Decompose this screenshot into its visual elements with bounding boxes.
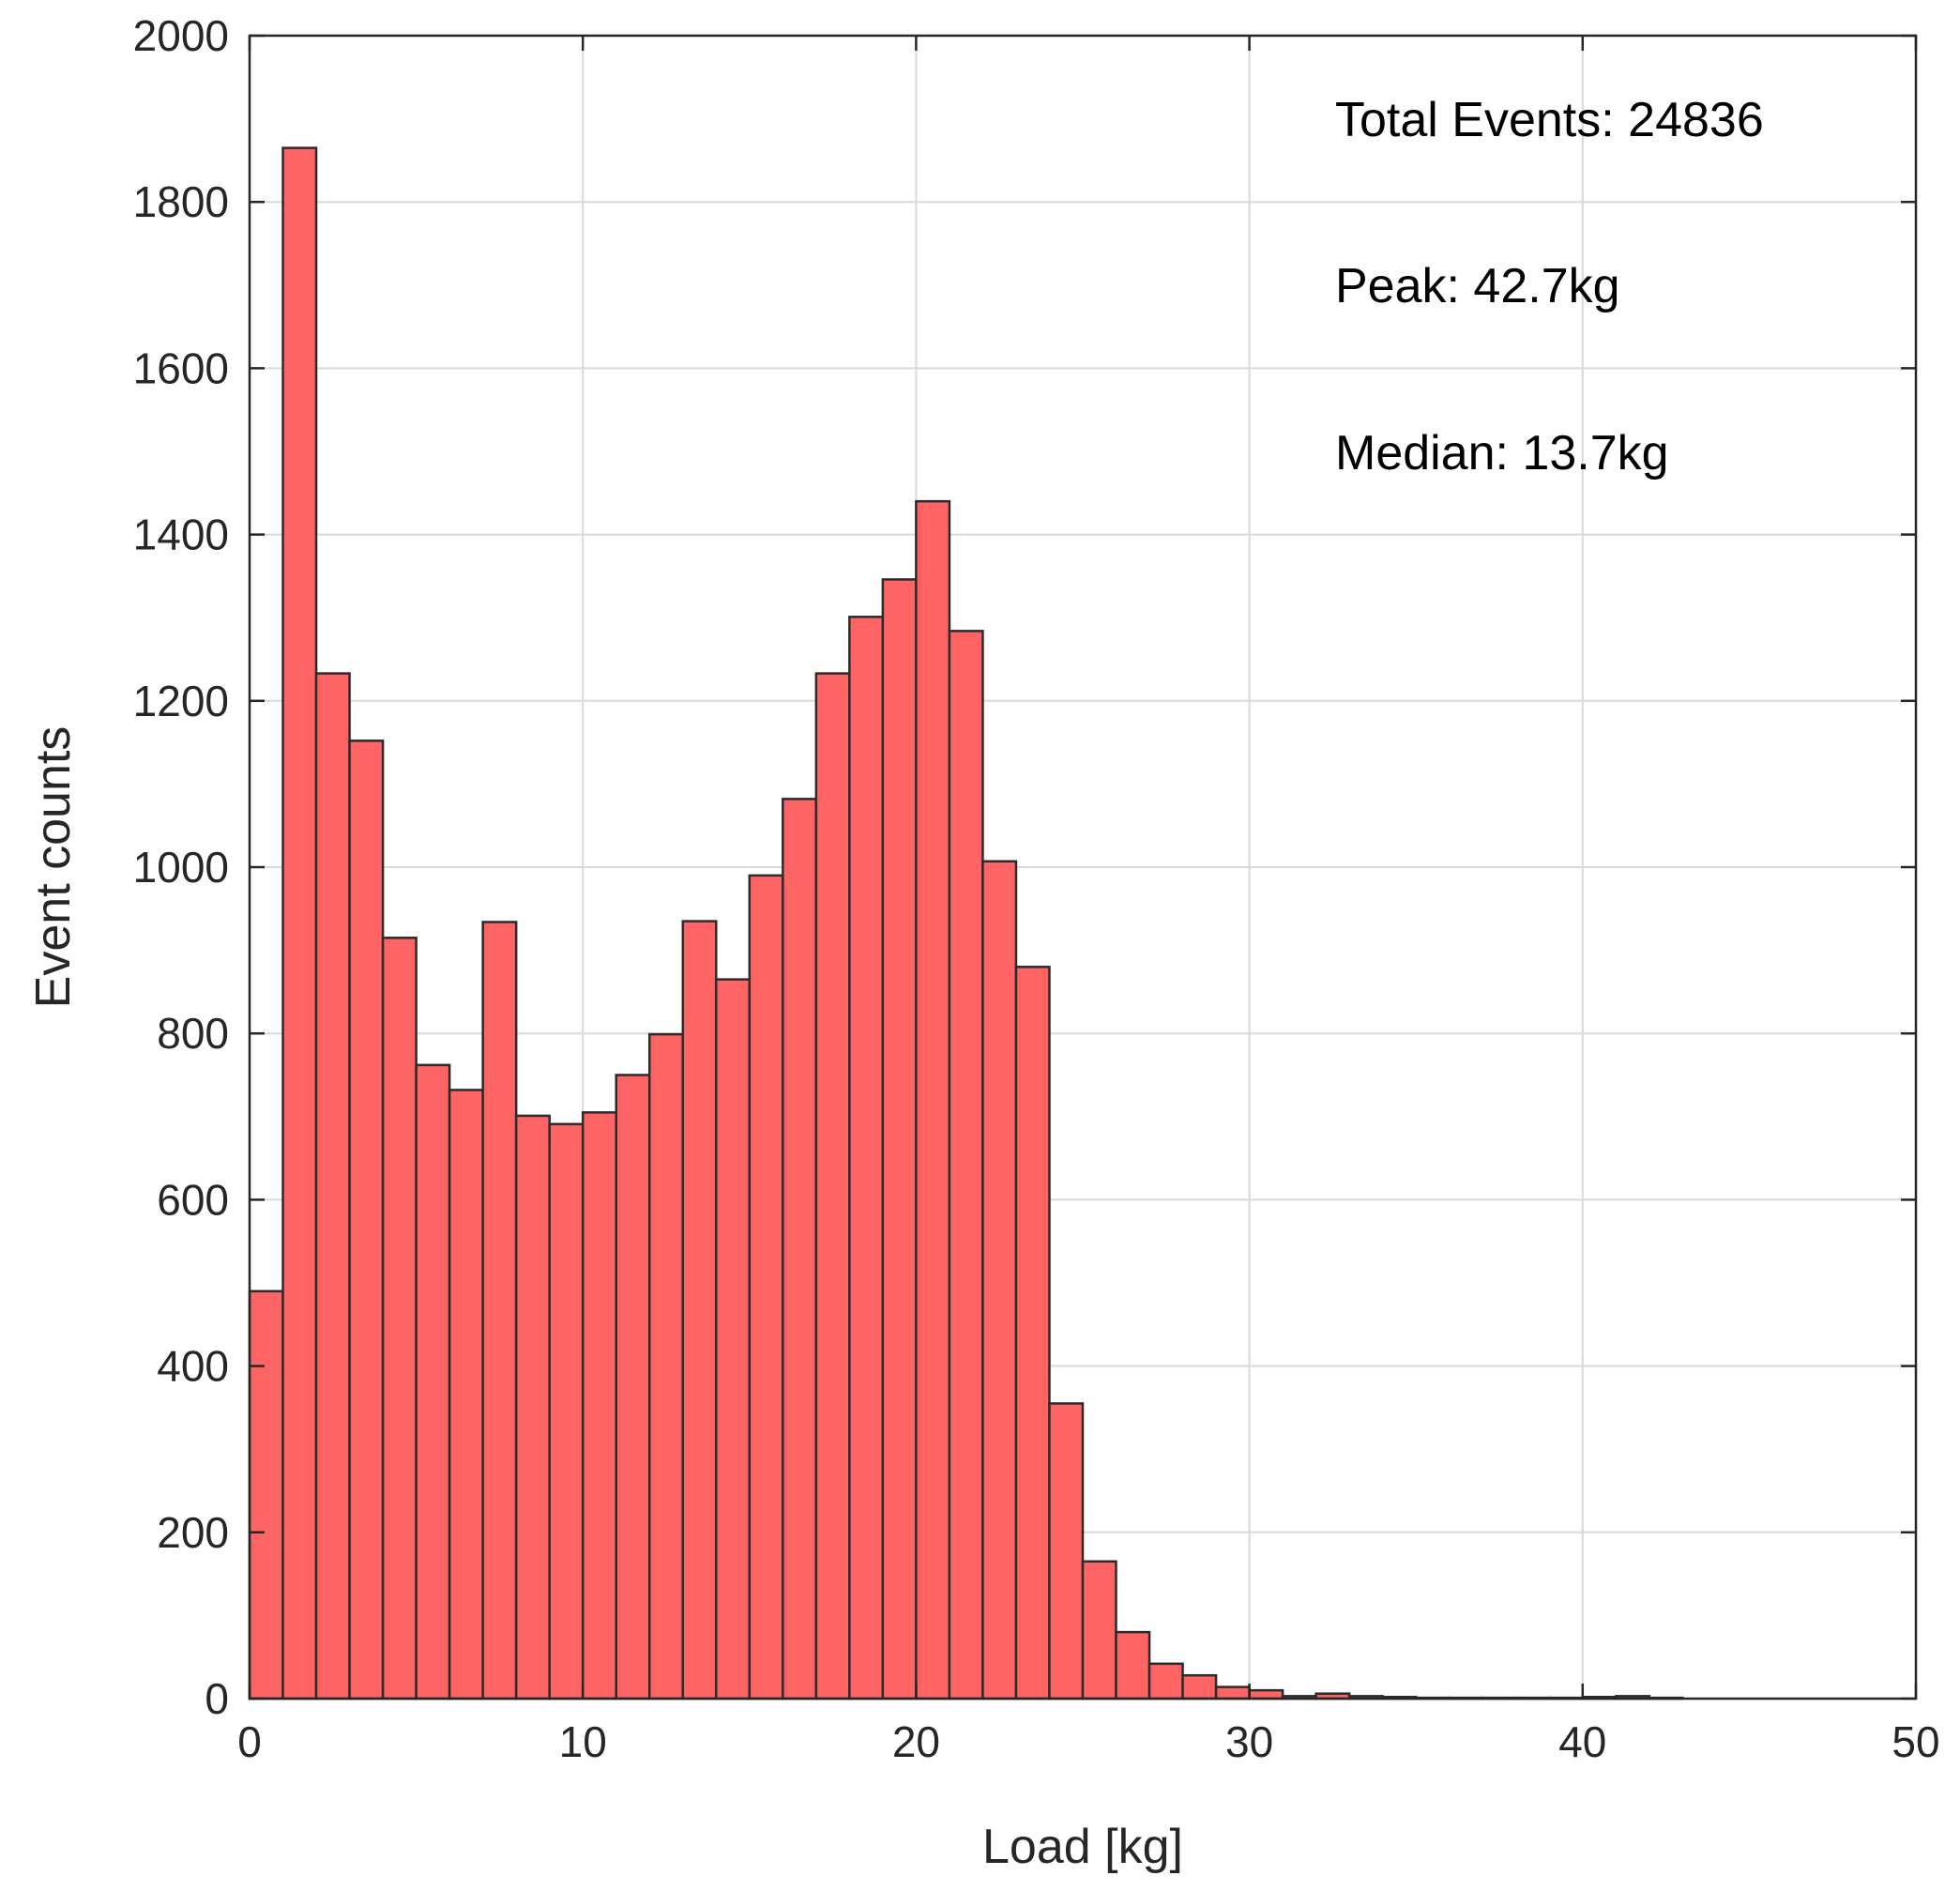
- histogram-bar: [1181, 1673, 1218, 1700]
- histogram-bar: [615, 1074, 651, 1700]
- histogram-bar: [1014, 966, 1051, 1700]
- histogram-bar: [1248, 1688, 1284, 1700]
- histogram-bar: [715, 978, 752, 1700]
- y-axis-label: Event counts: [26, 726, 81, 1009]
- histogram-bar: [915, 499, 951, 1700]
- histogram-bar: [415, 1063, 451, 1700]
- median-annotation: Median: 13.7kg: [1335, 426, 1669, 480]
- histogram-bar: [748, 874, 784, 1700]
- histogram-bar: [1048, 1402, 1085, 1700]
- y-tick-label: 1000: [133, 843, 229, 892]
- y-tick-label: 1400: [133, 511, 229, 559]
- axis-ticks: [248, 34, 1918, 1700]
- y-tick-label: 1200: [133, 677, 229, 725]
- x-tick-label: 10: [559, 1717, 607, 1766]
- histogram-bar: [881, 578, 918, 1700]
- histogram-bar: [848, 616, 885, 1700]
- histogram-bar: [581, 1111, 617, 1700]
- histogram-bar: [1115, 1630, 1151, 1700]
- histogram-bar: [514, 1114, 551, 1700]
- y-tick-label: 1800: [133, 177, 229, 226]
- y-tick-label: 1600: [133, 343, 229, 392]
- histogram-bar: [647, 1032, 685, 1700]
- x-tick-label: 30: [1225, 1717, 1273, 1766]
- histogram-bar: [1081, 1560, 1117, 1700]
- histogram-bar: [1214, 1685, 1251, 1700]
- y-tick-label: 200: [157, 1508, 229, 1557]
- histogram-bar: [248, 1289, 284, 1700]
- histogram-bar: [481, 921, 518, 1700]
- x-tick-label: 20: [892, 1717, 940, 1766]
- histogram-bar: [814, 672, 851, 1700]
- y-tick-label: 2000: [133, 11, 229, 60]
- histogram-bar: [448, 1089, 484, 1700]
- histogram-bar: [782, 798, 818, 1700]
- histogram-bar: [348, 740, 385, 1700]
- histogram-bar: [681, 920, 718, 1700]
- x-tick-label: 50: [1892, 1717, 1939, 1766]
- y-tick-label: 400: [157, 1342, 229, 1391]
- y-tick-label: 600: [157, 1175, 229, 1224]
- y-tick-labels: 0 200 400 600 800 1000 1200 1400 1600 1800 2000: [133, 11, 229, 1723]
- peak-annotation: Peak: 42.7kg: [1335, 259, 1620, 313]
- histogram-bar: [281, 146, 318, 1700]
- histogram-bar: [1147, 1662, 1184, 1700]
- histogram-bar: [314, 672, 351, 1700]
- y-tick-label: 800: [157, 1009, 229, 1058]
- y-tick-label: 0: [205, 1674, 229, 1723]
- histogram-bar: [548, 1122, 585, 1700]
- x-tick-labels: 0 10 20 30 40 50: [237, 1717, 1939, 1766]
- histogram-bar: [948, 630, 984, 1700]
- total-events-annotation: Total Events: 24836: [1335, 93, 1764, 147]
- histogram-bar: [381, 937, 418, 1700]
- x-tick-label: 40: [1558, 1717, 1606, 1766]
- histogram-bar: [981, 860, 1018, 1700]
- x-tick-label: 0: [237, 1717, 262, 1766]
- x-axis-label: Load [kg]: [982, 1820, 1183, 1874]
- histogram-bars: [248, 146, 1684, 1700]
